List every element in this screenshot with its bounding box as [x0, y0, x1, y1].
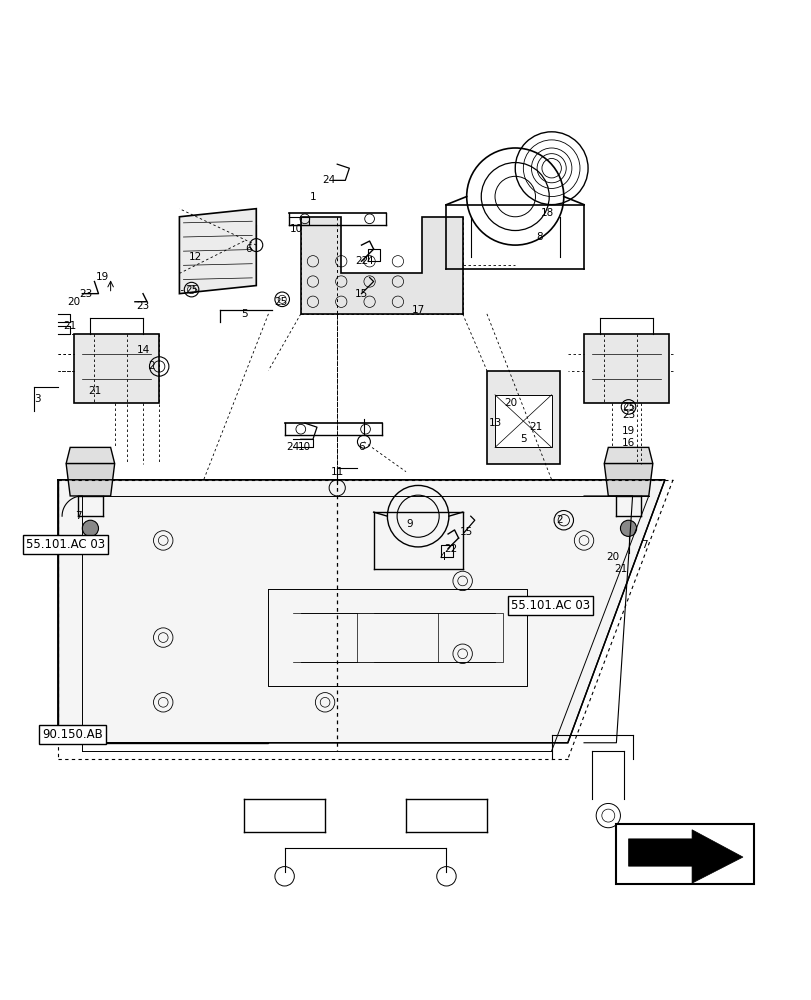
- Text: 25: 25: [185, 285, 198, 295]
- Polygon shape: [66, 464, 114, 496]
- Text: 7: 7: [75, 511, 81, 521]
- Text: 21: 21: [613, 564, 626, 574]
- Circle shape: [620, 520, 636, 536]
- Text: 21: 21: [528, 422, 542, 432]
- Text: 23: 23: [136, 301, 149, 311]
- Text: 90.150.AB: 90.150.AB: [42, 728, 102, 741]
- Polygon shape: [58, 480, 664, 743]
- Text: 5: 5: [519, 434, 526, 444]
- Polygon shape: [583, 334, 668, 403]
- Polygon shape: [179, 209, 256, 294]
- Text: 16: 16: [621, 438, 634, 448]
- Text: 3: 3: [34, 394, 41, 404]
- Text: 2: 2: [556, 515, 562, 525]
- Polygon shape: [495, 395, 551, 447]
- Text: 20: 20: [605, 552, 618, 562]
- Text: 55.101.AC 03: 55.101.AC 03: [26, 538, 105, 551]
- Text: 25: 25: [621, 402, 634, 412]
- Polygon shape: [66, 447, 114, 464]
- Text: 15: 15: [354, 289, 367, 299]
- Text: 10: 10: [290, 224, 303, 234]
- Text: 4: 4: [366, 256, 372, 266]
- Text: 24: 24: [285, 442, 299, 452]
- Text: 25: 25: [273, 297, 287, 307]
- Text: 22: 22: [354, 256, 367, 266]
- Text: 15: 15: [460, 527, 473, 537]
- Text: 55.101.AC 03: 55.101.AC 03: [511, 599, 590, 612]
- Text: 11: 11: [330, 467, 343, 477]
- Text: 6: 6: [358, 442, 364, 452]
- Text: 2: 2: [148, 361, 154, 371]
- Polygon shape: [300, 217, 462, 314]
- Text: 13: 13: [487, 418, 501, 428]
- Text: 21: 21: [63, 321, 77, 331]
- Bar: [616, 824, 753, 884]
- Text: 6: 6: [245, 244, 251, 254]
- Text: 22: 22: [444, 544, 457, 554]
- Text: 23: 23: [621, 410, 634, 420]
- Text: 18: 18: [540, 208, 554, 218]
- Text: 12: 12: [189, 252, 202, 262]
- Text: 23: 23: [79, 289, 93, 299]
- Text: 20: 20: [67, 297, 80, 307]
- Text: 7: 7: [641, 540, 647, 550]
- Text: 4: 4: [439, 552, 445, 562]
- Circle shape: [82, 520, 98, 536]
- Polygon shape: [487, 371, 559, 464]
- Text: 8: 8: [535, 232, 543, 242]
- Text: 19: 19: [621, 426, 634, 436]
- Polygon shape: [58, 480, 268, 743]
- Text: 24: 24: [322, 175, 335, 185]
- Text: 9: 9: [406, 519, 413, 529]
- Polygon shape: [603, 447, 652, 464]
- Text: 17: 17: [411, 305, 424, 315]
- Polygon shape: [628, 830, 742, 883]
- Text: 20: 20: [504, 398, 517, 408]
- Text: 5: 5: [241, 309, 247, 319]
- Text: 10: 10: [298, 442, 311, 452]
- Polygon shape: [603, 464, 652, 496]
- Text: 1: 1: [309, 192, 315, 202]
- Text: 21: 21: [88, 386, 101, 396]
- Text: 19: 19: [96, 272, 109, 282]
- Polygon shape: [74, 334, 159, 403]
- Text: 14: 14: [136, 345, 149, 355]
